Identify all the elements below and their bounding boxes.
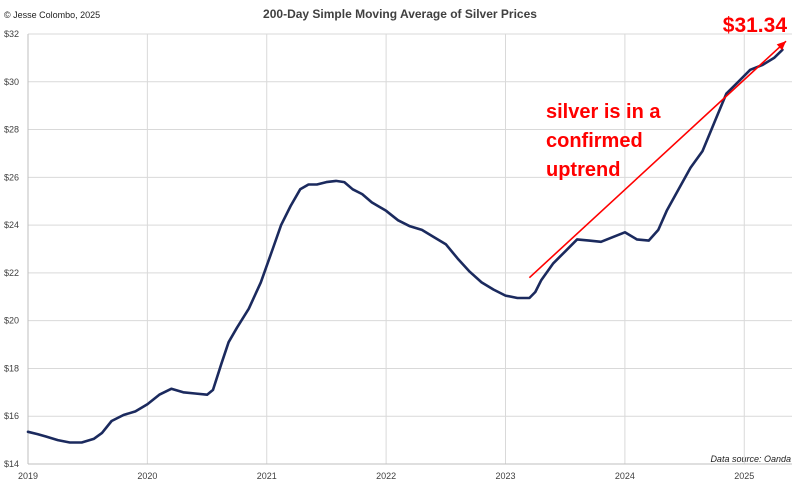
- x-tick-label: 2024: [615, 471, 635, 481]
- x-tick-label: 2020: [137, 471, 157, 481]
- axes: $14 $16 $18 $20 $22 $24 $26 $28 $30 $32 2019 2020 20…: [4, 29, 792, 481]
- series-layer: [26, 48, 784, 444]
- chart-credit: © Jesse Colombo, 2025: [4, 10, 100, 20]
- annotation-text-line: uptrend: [546, 159, 620, 181]
- end-value-label: $31.34: [723, 14, 788, 37]
- x-tick-label: 2019: [18, 471, 38, 481]
- annotation-text-line: confirmed: [546, 130, 643, 152]
- y-tick-label: $26: [4, 172, 19, 182]
- y-tick-label: $28: [4, 125, 19, 135]
- x-tick-label: 2023: [495, 471, 515, 481]
- y-tick-label: $22: [4, 268, 19, 278]
- y-tick-label: $24: [4, 220, 19, 230]
- trend-arrow: [528, 40, 787, 279]
- annotation-text-line: silver is in a: [546, 101, 661, 123]
- annotation-layer: silver is in a confirmed uptrend $31.34: [528, 14, 788, 279]
- y-tick-label: $16: [4, 411, 19, 421]
- x-tick-label: 2025: [734, 471, 754, 481]
- y-tick-label: $32: [4, 29, 19, 39]
- series-line: [26, 48, 784, 444]
- y-tick-label: $18: [4, 363, 19, 373]
- data-source-note: Data source: Oanda: [710, 454, 791, 464]
- gridlines: [27, 33, 792, 465]
- y-tick-label: $20: [4, 316, 19, 326]
- y-tick-label: $14: [4, 459, 19, 469]
- x-tick-label: 2021: [257, 471, 277, 481]
- x-tick-label: 2022: [376, 471, 396, 481]
- trend-arrow-head: [776, 41, 787, 51]
- y-tick-label: $30: [4, 77, 19, 87]
- chart-title: 200-Day Simple Moving Average of Silver …: [263, 7, 537, 21]
